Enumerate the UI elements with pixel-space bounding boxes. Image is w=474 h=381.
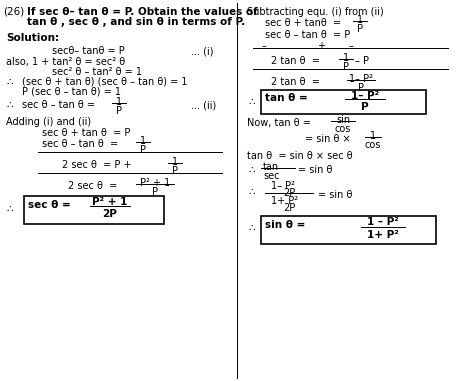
Text: ∴: ∴ (248, 165, 255, 175)
Text: 2P: 2P (283, 188, 295, 198)
Text: (sec θ + tan θ) (sec θ – tan θ) = 1: (sec θ + tan θ) (sec θ – tan θ) = 1 (22, 77, 188, 87)
Text: sin: sin (336, 115, 350, 125)
Bar (261, 216, 436, 244)
Text: Adding (i) and (ii): Adding (i) and (ii) (6, 117, 91, 127)
Bar (261, 90, 426, 114)
Text: sec θ – tan θ =: sec θ – tan θ = (22, 100, 95, 110)
Text: 1+ P²: 1+ P² (367, 230, 399, 240)
Text: P (sec θ – tan θ) = 1: P (sec θ – tan θ) = 1 (22, 87, 121, 97)
Text: If sec θ– tan θ = P. Obtain the values of: If sec θ– tan θ = P. Obtain the values o… (27, 7, 258, 17)
Text: P: P (358, 83, 364, 93)
Text: cos: cos (365, 140, 381, 150)
Text: P: P (116, 106, 122, 116)
Text: 1: 1 (357, 15, 363, 25)
Text: 1+ P²: 1+ P² (271, 196, 298, 206)
Text: +: + (317, 41, 325, 51)
Text: = sin θ: = sin θ (318, 190, 352, 200)
Text: 1: 1 (343, 53, 349, 63)
Text: 1– P²: 1– P² (349, 74, 373, 84)
Text: – P: – P (355, 56, 369, 66)
Text: –: – (349, 41, 354, 51)
Text: 1– P²: 1– P² (271, 181, 295, 191)
Text: sec θ =: sec θ = (28, 200, 71, 210)
Text: ∴: ∴ (248, 223, 255, 233)
Text: 1: 1 (116, 97, 122, 107)
Text: 2P: 2P (102, 209, 118, 219)
Text: P: P (172, 166, 178, 176)
Text: ... (ii): ... (ii) (191, 100, 216, 110)
Text: Now, tan θ =: Now, tan θ = (247, 118, 311, 128)
Text: P: P (140, 145, 146, 155)
Text: Subtracting equ. (i) from (ii): Subtracting equ. (i) from (ii) (247, 7, 384, 17)
Text: = sin θ: = sin θ (298, 165, 332, 175)
Text: = sin θ ×: = sin θ × (305, 134, 351, 144)
Text: 1: 1 (370, 131, 376, 141)
Text: P: P (357, 24, 363, 34)
Text: 2 tan θ  =: 2 tan θ = (271, 56, 320, 66)
Text: sec θ + tan θ  = P: sec θ + tan θ = P (42, 128, 130, 138)
Text: 1 – P²: 1 – P² (367, 217, 399, 227)
Text: ∴: ∴ (248, 97, 255, 107)
Text: (26): (26) (3, 7, 24, 17)
Text: –: – (262, 41, 267, 51)
Text: ... (i): ... (i) (191, 46, 213, 56)
Bar (24, 196, 164, 224)
Text: P² + 1: P² + 1 (140, 178, 170, 188)
Text: ∴: ∴ (6, 77, 13, 87)
Text: 1: 1 (172, 157, 178, 167)
Text: ∴: ∴ (6, 204, 13, 214)
Text: sec θ – tan θ  =: sec θ – tan θ = (42, 139, 118, 149)
Text: tan θ =: tan θ = (265, 93, 308, 103)
Text: sin θ =: sin θ = (265, 220, 305, 230)
Text: 2P: 2P (283, 203, 295, 213)
Text: tan: tan (263, 162, 279, 172)
Text: ∴: ∴ (248, 187, 255, 197)
Text: sec² θ – tan² θ = 1: sec² θ – tan² θ = 1 (52, 67, 142, 77)
Text: P: P (152, 187, 158, 197)
Text: P: P (343, 62, 349, 72)
Text: ∴: ∴ (6, 100, 13, 110)
Text: P² + 1: P² + 1 (92, 197, 128, 207)
Text: tan θ , sec θ , and sin θ in terms of P.: tan θ , sec θ , and sin θ in terms of P. (27, 17, 245, 27)
Text: sec: sec (263, 171, 280, 181)
Text: 1: 1 (140, 136, 146, 146)
Text: cos: cos (335, 124, 351, 134)
Text: 2 sec θ  = P +: 2 sec θ = P + (62, 160, 131, 170)
Text: tan θ  = sin θ × sec θ: tan θ = sin θ × sec θ (247, 151, 353, 161)
Text: secθ– tanθ = P: secθ– tanθ = P (52, 46, 125, 56)
Text: 1– P²: 1– P² (351, 91, 379, 101)
Text: P: P (361, 102, 369, 112)
Text: Solution:: Solution: (6, 33, 59, 43)
Text: 2 sec θ  =: 2 sec θ = (68, 181, 117, 191)
Text: sec θ – tan θ  = P: sec θ – tan θ = P (265, 30, 350, 40)
Text: also, 1 + tan² θ = sec² θ: also, 1 + tan² θ = sec² θ (6, 57, 125, 67)
Text: 2 tan θ  =: 2 tan θ = (271, 77, 320, 87)
Text: sec θ + tanθ  =: sec θ + tanθ = (265, 18, 341, 28)
